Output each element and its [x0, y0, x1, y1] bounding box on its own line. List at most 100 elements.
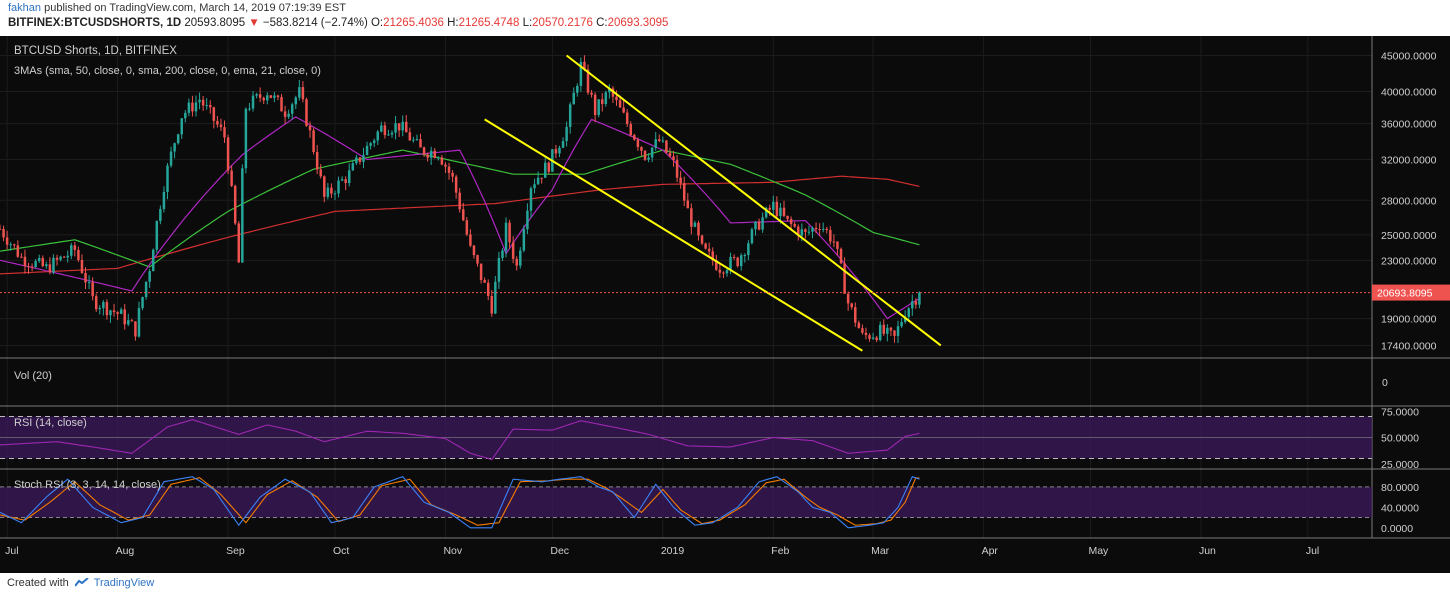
- price-axis[interactable]: 45000.0000 40000.0000 36000.0000 32000.0000…: [1381, 50, 1437, 534]
- candle-body: [515, 258, 518, 266]
- candle-body: [675, 159, 679, 178]
- candle-body: [134, 321, 137, 337]
- candle-body: [821, 228, 825, 230]
- candle-body: [301, 87, 305, 100]
- candle-body: [447, 166, 451, 173]
- candle-body: [693, 222, 697, 227]
- candle-body: [216, 120, 219, 125]
- time-tick-label: Aug: [116, 545, 135, 557]
- candle-body: [829, 229, 832, 242]
- candle-body: [768, 207, 771, 210]
- stoch-d-line: [0, 477, 920, 526]
- candle-body: [640, 147, 643, 151]
- candle-body: [679, 177, 682, 184]
- candle-body: [561, 141, 565, 148]
- stoch-pane-title: Stoch RSI (3, 3, 14, 14, close): [14, 479, 161, 491]
- down-arrow-icon: ▼: [248, 17, 260, 29]
- channel-lines[interactable]: [484, 54, 942, 352]
- candle-body: [102, 302, 105, 309]
- price-pane[interactable]: [0, 54, 1372, 352]
- candle-body: [882, 324, 886, 334]
- rsi-tick-label: 25.0000: [1381, 459, 1419, 471]
- current-price-tag-box: [1372, 284, 1450, 301]
- price-tick-label: 25000.0000: [1381, 230, 1437, 242]
- candle-body: [504, 222, 508, 251]
- candle-body: [408, 132, 412, 141]
- candle-body: [579, 61, 583, 86]
- candle-body: [846, 293, 850, 304]
- candle-body: [283, 111, 287, 117]
- candle-body: [401, 121, 404, 131]
- candle-body: [861, 328, 864, 333]
- candle-body: [654, 139, 657, 148]
- channel-line[interactable]: [566, 54, 942, 347]
- candle-body: [394, 123, 397, 133]
- candle-body: [725, 270, 729, 274]
- price-pane-title: BTCUSD Shorts, 1D, BITFINEX: [14, 45, 177, 57]
- candle-body: [878, 324, 882, 341]
- candle-body: [568, 104, 572, 127]
- candle-body: [686, 200, 690, 209]
- candle-body: [543, 162, 547, 178]
- candle-body: [583, 61, 586, 70]
- candle-body: [818, 229, 821, 231]
- candle-body: [266, 95, 269, 101]
- price-tick-label: 40000.0000: [1381, 86, 1437, 98]
- candle-body: [914, 301, 918, 305]
- candle-body: [615, 96, 618, 101]
- candle-body: [918, 292, 921, 305]
- time-tick-label: Sep: [226, 545, 245, 557]
- candle-body: [900, 321, 903, 327]
- tradingview-link[interactable]: TradingView: [93, 577, 155, 589]
- candle-body: [84, 272, 87, 283]
- candle-body: [682, 183, 686, 201]
- candle-body: [226, 137, 230, 171]
- candle-body: [91, 282, 94, 297]
- chart-canvas[interactable]: 45000.0000 40000.0000 36000.0000 32000.0000…: [0, 36, 1450, 573]
- candle-body: [148, 271, 151, 282]
- candle-body: [141, 297, 144, 309]
- time-tick-label: Jul: [5, 545, 18, 557]
- channel-line[interactable]: [484, 118, 863, 352]
- candle-body: [194, 102, 198, 112]
- current-price-tag-text: 20693.8095: [1377, 288, 1433, 300]
- candle-body: [782, 207, 786, 216]
- candle-body: [34, 261, 37, 268]
- close-label: C:: [596, 17, 608, 29]
- candle-body: [747, 243, 750, 256]
- candle-body: [415, 139, 419, 141]
- last-price: 20593.8095: [184, 17, 246, 29]
- candle-body: [608, 88, 611, 93]
- candle-body: [426, 154, 429, 158]
- candle-body: [743, 255, 747, 257]
- time-tick-label: May: [1088, 545, 1109, 557]
- stoch-rsi-pane[interactable]: [0, 476, 1372, 529]
- low-label: L:: [522, 17, 533, 29]
- time-axis[interactable]: Jul Aug Sep Oct Nov Dec 2019 Feb Mar Apr May Jun Jul: [5, 545, 1319, 557]
- candle-body: [625, 112, 629, 125]
- candle-body: [800, 229, 804, 236]
- candle-body: [55, 257, 59, 260]
- candle-body: [536, 177, 540, 185]
- author-name[interactable]: fakhan: [8, 2, 42, 14]
- candle-body: [814, 227, 818, 230]
- candle-body: [429, 150, 433, 158]
- candle-body: [251, 95, 255, 109]
- candle-body: [479, 263, 483, 280]
- volume-axis-label: 0: [1382, 377, 1388, 389]
- rsi-pane[interactable]: [0, 416, 1372, 461]
- candle-body: [661, 140, 665, 142]
- rsi-tick-label: 50.0000: [1381, 433, 1419, 445]
- candle-body: [201, 99, 205, 106]
- time-tick-label: 2019: [661, 545, 685, 557]
- price-tick-label: 45000.0000: [1381, 50, 1437, 62]
- candle-body: [811, 227, 814, 232]
- candle-body: [294, 97, 298, 105]
- candle-body: [529, 188, 533, 211]
- candle-body: [70, 245, 73, 256]
- candle-body: [180, 118, 183, 135]
- candle-body: [825, 228, 829, 230]
- time-tick-label: Dec: [550, 545, 569, 557]
- candle-body: [330, 187, 333, 194]
- candle-body: [558, 147, 561, 154]
